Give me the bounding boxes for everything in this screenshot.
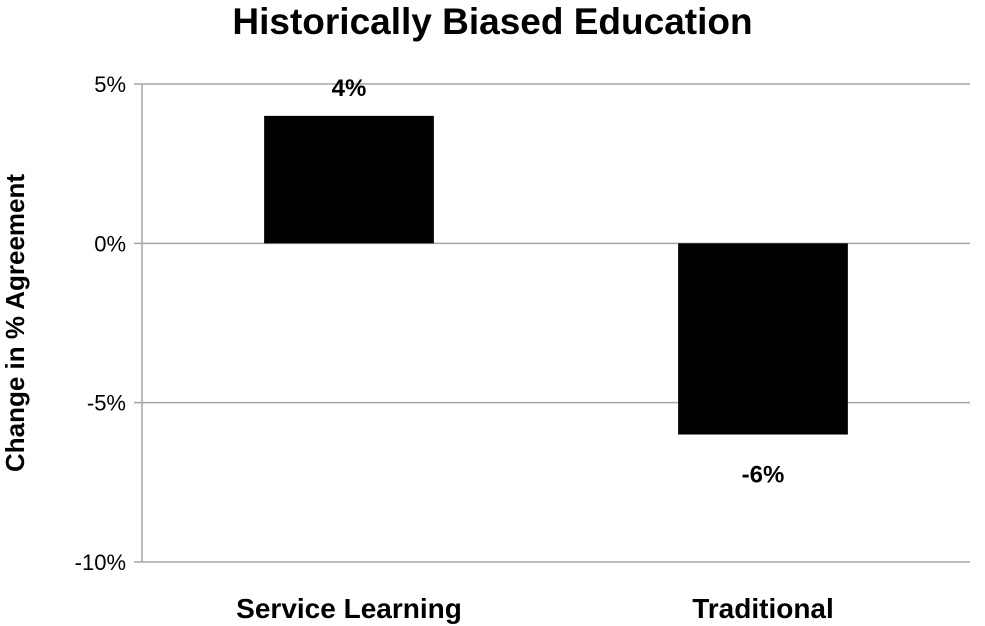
category-label: Service Learning: [236, 593, 462, 624]
y-tick-label: 0%: [94, 231, 126, 256]
data-label: 4%: [332, 75, 367, 102]
y-axis-label: Change in % Agreement: [0, 174, 30, 472]
bar: [264, 115, 434, 244]
y-tick-label: 5%: [94, 72, 126, 97]
bar: [678, 243, 848, 435]
category-label: Traditional: [692, 593, 834, 624]
y-tick-labels: 5% 0% -5% -10%: [75, 72, 126, 575]
data-label: -6%: [742, 462, 785, 489]
data-labels: 4% -6%: [332, 75, 785, 489]
bars: [264, 115, 848, 435]
y-tick-label: -10%: [75, 550, 126, 575]
chart-title: Historically Biased Education: [232, 1, 753, 42]
y-tick-label: -5%: [87, 391, 126, 416]
category-labels: Service Learning Traditional: [236, 593, 834, 624]
